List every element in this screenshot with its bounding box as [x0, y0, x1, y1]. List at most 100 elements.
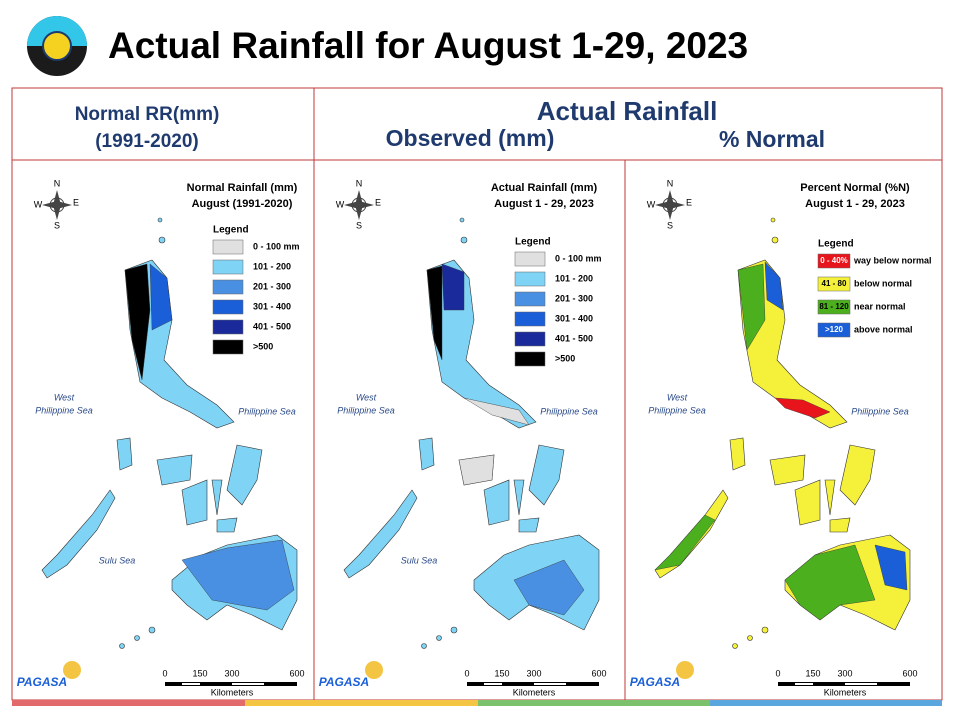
scale-label: 0: [775, 668, 780, 678]
rainfall-zone: [463, 397, 530, 426]
logo-mark: [63, 661, 81, 679]
legend-swatch: [514, 271, 546, 287]
scale-bar: [165, 682, 297, 686]
legend-label: 41 - 80: [822, 279, 847, 288]
sea-label: Philippine Sea: [540, 406, 598, 416]
compass-rose: [344, 190, 374, 220]
sea-label: Philippine Sea: [35, 405, 93, 415]
legend-title: Legend: [213, 225, 249, 236]
rainfall-zone: [441, 263, 465, 311]
compass-label: S: [356, 220, 362, 230]
sea-label: Philippine Sea: [337, 405, 395, 415]
scale-unit: Kilometers: [513, 687, 556, 697]
legend-label: 101 - 200: [253, 261, 291, 271]
legend-label: 401 - 500: [253, 321, 291, 331]
column-header: Observed (mm): [386, 125, 555, 151]
scale-bar: [845, 683, 877, 685]
sea-label: West: [54, 392, 75, 402]
legend-label: 0 - 100 mm: [555, 253, 602, 263]
compass-label: E: [73, 197, 79, 207]
sea-label: West: [356, 392, 377, 402]
compass-label: E: [686, 197, 692, 207]
scale-label: 600: [902, 668, 917, 678]
legend-swatch: [514, 331, 546, 347]
compass-ring: [351, 197, 367, 213]
rainfall-zone: [458, 454, 495, 486]
logo-mark: [676, 661, 694, 679]
legend-label: 301 - 400: [555, 313, 593, 323]
compass-rose: [42, 190, 72, 220]
compass-rose: [655, 190, 685, 220]
rainfall-zone: [181, 539, 295, 611]
legend-swatch: [212, 339, 244, 355]
scale-bar: [232, 683, 264, 685]
legend-label: 301 - 400: [253, 301, 291, 311]
legend-swatch: [212, 259, 244, 275]
rainfall-zone: [774, 397, 831, 419]
sea-label: West: [667, 392, 688, 402]
compass: N S E W: [647, 178, 692, 230]
scale-bar: [795, 683, 813, 685]
map-panel: N S E W Actual Rainfall (mm) August 1 - 29, 2…: [319, 178, 607, 697]
legend-desc: above normal: [854, 324, 913, 334]
rainfall-zone: [737, 263, 766, 351]
compass-ring: [662, 197, 678, 213]
legend-title: Legend: [818, 239, 854, 250]
slide-title: Actual Rainfall for August 1-29, 2023: [108, 25, 748, 66]
legend-swatch: [817, 322, 851, 338]
map-title: Actual Rainfall (mm): [491, 182, 598, 194]
compass-label: W: [647, 199, 656, 209]
scale-label: 150: [192, 668, 207, 678]
legend-title: Legend: [515, 237, 551, 248]
rainfall-zone: [764, 261, 784, 311]
compass-ring: [49, 197, 65, 213]
legend-desc: near normal: [854, 301, 906, 311]
logo-text: PAGASA: [319, 675, 369, 689]
legend-label: 101 - 200: [555, 273, 593, 283]
legend-swatch: [817, 253, 851, 269]
map-title: Normal Rainfall (mm): [187, 182, 298, 194]
legend-desc: below normal: [854, 278, 912, 288]
legend-label: >120: [825, 325, 844, 334]
scale-bar: [182, 683, 200, 685]
compass-label: W: [34, 199, 43, 209]
legend-label: >500: [555, 353, 575, 363]
agency-logo: [27, 16, 87, 76]
legend-label: 81 - 120: [819, 302, 849, 311]
map-title: August (1991-2020): [192, 198, 293, 210]
compass-label: W: [336, 199, 345, 209]
scale-label: 300: [526, 668, 541, 678]
compass-label: N: [356, 178, 363, 188]
compass-label: N: [667, 178, 674, 188]
logo-text: PAGASA: [17, 675, 67, 689]
logo-mark: [365, 661, 383, 679]
map-panel: N S E W Normal Rainfall (mm) August (1991-202…: [17, 178, 305, 697]
rainfall-zone: [784, 544, 876, 621]
scale-bar: [778, 682, 910, 686]
scale-unit: Kilometers: [211, 687, 254, 697]
legend-label: 201 - 300: [253, 281, 291, 291]
rainfall-zone: [149, 263, 173, 331]
legend-label: 401 - 500: [555, 333, 593, 343]
map-title: August 1 - 29, 2023: [805, 198, 905, 210]
legend-label: >500: [253, 341, 273, 351]
frame: [11, 87, 943, 701]
scale-bar: [534, 683, 566, 685]
legend-label: 201 - 300: [555, 293, 593, 303]
map-panel: N S E W Percent Normal (%N) August 1 - 29, 20…: [630, 178, 932, 697]
legend-swatch: [212, 279, 244, 295]
compass: N S E W: [336, 178, 381, 230]
compass-label: S: [54, 220, 60, 230]
rainfall-zone: [874, 544, 908, 591]
compass-label: E: [375, 197, 381, 207]
column-header: % Normal: [719, 126, 825, 152]
scale-label: 150: [494, 668, 509, 678]
scale-label: 0: [162, 668, 167, 678]
rainfall-zone: [426, 265, 443, 361]
rainfall-zone: [513, 559, 585, 616]
sea-label: Philippine Sea: [238, 406, 296, 416]
logo-text: PAGASA: [630, 675, 680, 689]
legend-label: 0 - 40%: [820, 256, 848, 265]
rainfall-zone: [654, 514, 716, 571]
scale-unit: Kilometers: [824, 687, 867, 697]
